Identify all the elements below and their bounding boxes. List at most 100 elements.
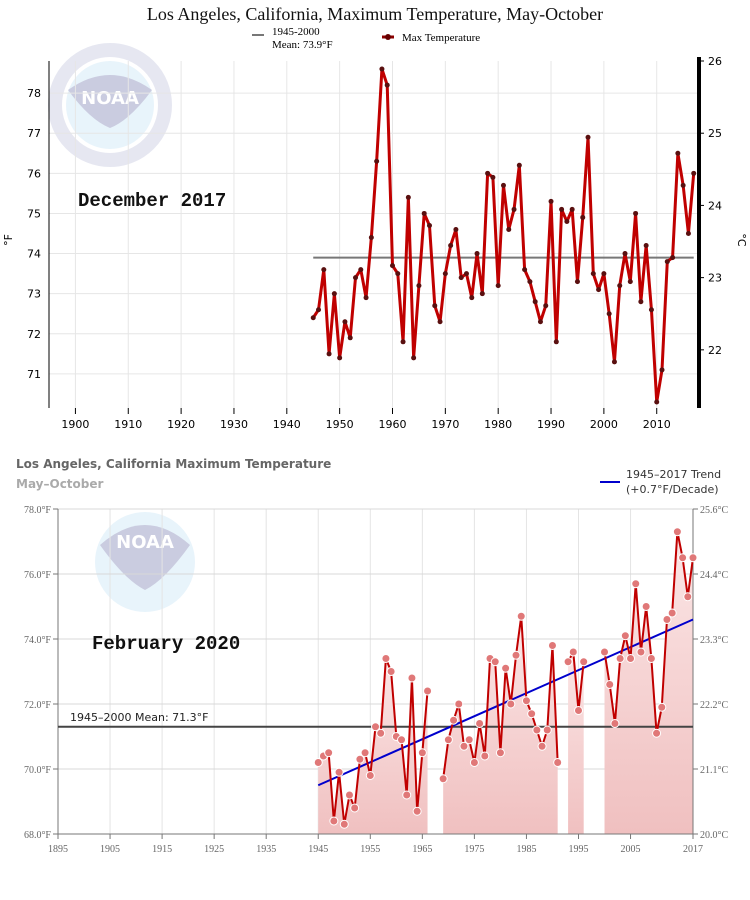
data-point	[324, 748, 334, 758]
data-point	[662, 615, 672, 624]
noaa-logo: NOAA	[95, 512, 195, 612]
legend-trend-label-1: 1945–2017 Trend	[626, 468, 721, 481]
data-point	[611, 359, 617, 365]
data-point	[659, 367, 665, 373]
data-point	[506, 699, 516, 709]
data-point	[636, 647, 646, 657]
data-point	[564, 218, 570, 224]
data-point	[683, 592, 693, 602]
data-point	[657, 702, 667, 712]
data-point	[458, 275, 464, 281]
data-point	[543, 303, 549, 309]
x-tick-label: 1930	[220, 418, 248, 431]
legend-series-label: Max Temperature	[402, 32, 480, 44]
y-tick-label: 73	[27, 288, 41, 301]
data-point	[344, 790, 354, 800]
y2-tick-label: 24	[708, 199, 722, 212]
x-tick-label: 1925	[204, 844, 224, 855]
data-point	[310, 315, 316, 321]
y-tick-label: 68.0°F	[24, 830, 51, 841]
y-tick-label: 76.0°F	[24, 570, 51, 581]
data-point	[316, 307, 322, 313]
y-tick-label: 72	[27, 328, 41, 341]
data-point	[321, 267, 327, 273]
data-point	[337, 355, 343, 361]
data-point	[641, 602, 651, 611]
data-point	[326, 351, 332, 357]
data-point	[353, 275, 359, 281]
x-tick-label: 1900	[61, 418, 89, 431]
data-point	[678, 553, 688, 563]
data-point	[615, 654, 625, 663]
y2-tick-label: 23	[708, 272, 722, 285]
data-point	[490, 657, 500, 667]
data-point	[384, 82, 390, 88]
x-tick-label: 1920	[167, 418, 195, 431]
data-point	[688, 553, 698, 563]
data-point	[386, 667, 396, 676]
data-point	[631, 579, 641, 589]
legend-series-marker	[385, 34, 391, 40]
data-point	[405, 194, 411, 200]
data-point	[606, 311, 612, 317]
data-point	[573, 706, 583, 715]
data-point	[463, 271, 469, 277]
data-point	[691, 170, 697, 176]
y-tick-label: 74	[27, 248, 41, 261]
x-tick-label: 1970	[431, 418, 459, 431]
x-tick-label: 1955	[360, 844, 380, 855]
data-point	[421, 210, 427, 216]
area-fill	[443, 616, 558, 834]
data-point	[522, 267, 528, 273]
data-point	[350, 803, 360, 813]
y-tick-label: 74.0°F	[24, 635, 51, 646]
data-point	[559, 206, 565, 212]
data-point	[580, 214, 586, 220]
y-axis-label: °F	[2, 234, 15, 246]
data-point	[389, 263, 395, 269]
area-fill	[604, 531, 693, 834]
noaa-logo: NOAA	[48, 43, 172, 167]
data-point	[646, 654, 656, 663]
data-point	[412, 806, 422, 816]
legend-mean-label-1: 1945-2000	[272, 26, 320, 38]
x-tick-label: 1995	[568, 844, 588, 855]
y2-tick-label: 23.3°C	[700, 635, 728, 646]
legend: 1945–2017 Trend (+0.7°F/Decade)	[600, 468, 721, 496]
data-point	[449, 715, 459, 725]
x-tick-label: 1980	[484, 418, 512, 431]
date-annotation: February 2020	[92, 633, 240, 655]
data-point	[469, 758, 479, 767]
data-point	[334, 767, 344, 777]
data-point	[542, 725, 552, 735]
data-point	[569, 206, 575, 212]
data-point	[654, 399, 660, 405]
mean-label: 1945–2000 Mean: 71.3°F	[70, 711, 208, 724]
data-point	[620, 631, 630, 641]
data-point	[379, 66, 385, 72]
data-point	[397, 735, 407, 745]
x-tick-label: 1960	[378, 418, 406, 431]
data-point	[423, 686, 433, 696]
data-point	[652, 728, 662, 738]
data-point	[374, 158, 380, 164]
y2-tick-label: 25.6°C	[700, 505, 728, 516]
data-point	[459, 741, 469, 751]
data-point	[416, 283, 422, 289]
data-point	[313, 758, 323, 767]
data-point	[442, 271, 448, 277]
data-point	[448, 243, 454, 249]
data-point	[480, 751, 490, 761]
data-point	[547, 641, 557, 650]
data-point	[511, 206, 517, 212]
data-point	[506, 226, 512, 232]
data-point	[474, 251, 480, 257]
data-point	[600, 647, 610, 657]
data-point	[464, 735, 474, 745]
data-point	[605, 680, 615, 689]
data-point	[563, 657, 573, 667]
chart-subtitle: May–October	[16, 477, 104, 491]
data-point	[648, 307, 654, 313]
data-point	[490, 174, 496, 180]
data-point	[400, 339, 406, 345]
